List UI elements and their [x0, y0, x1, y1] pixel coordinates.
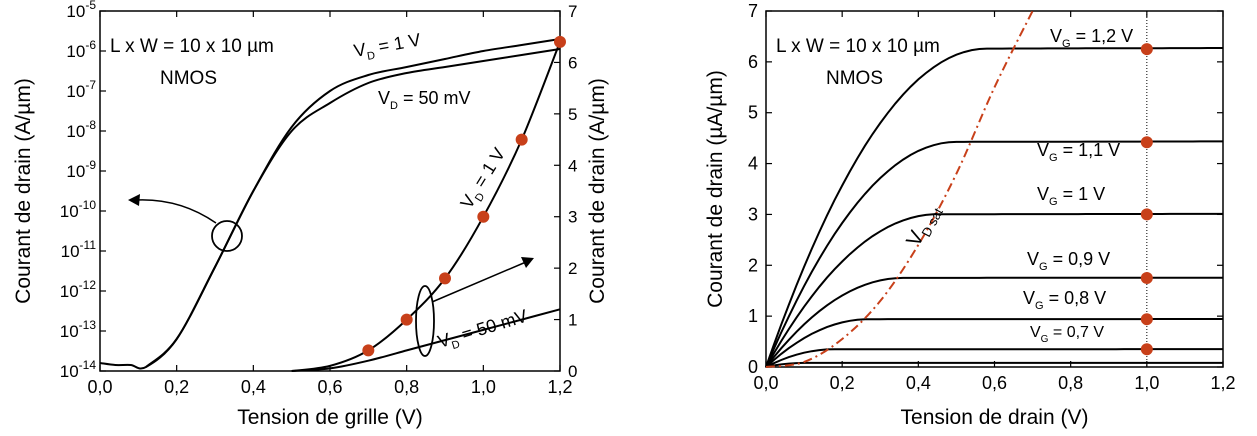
- device-type-label: NMOS: [826, 68, 883, 89]
- y-tick-label: 2: [748, 255, 758, 275]
- data-marker: [1140, 43, 1153, 56]
- x-tick-label: 0,8: [394, 377, 419, 397]
- chart-output-characteristics: 0,0 0,2 0,4 0,6 0,8 1,0 1,2 Tension de drain (V…: [704, 1, 1236, 429]
- y-tick-label: 4: [748, 154, 758, 174]
- data-marker: [1140, 272, 1153, 284]
- series-line-2: [765, 140, 1223, 368]
- y-right-axis-label: Courant de drain (A/µm): [586, 78, 609, 304]
- device-dimensions-label: L x W = 10 x 10 µm: [776, 36, 940, 57]
- log-scale-circle: [211, 220, 243, 252]
- x-tick-label: 1,2: [547, 377, 572, 397]
- x-axis-label: Tension de grille (V): [237, 406, 423, 429]
- x-tick-label: 1,0: [1134, 373, 1159, 393]
- device-type-label: NMOS: [160, 68, 217, 89]
- y-right-tick-label: 1: [568, 311, 577, 330]
- y-left-tick-label: 10-6: [66, 38, 96, 61]
- data-marker: [554, 35, 566, 48]
- linear-scale-arrow: [431, 261, 527, 303]
- y-right-tick-label: 2: [568, 259, 577, 278]
- y-tick-label: 1: [748, 306, 758, 326]
- device-dimensions-label: L x W = 10 x 10 µm: [110, 36, 274, 57]
- y-right-tick-label: 0: [568, 362, 577, 381]
- plot-frame: [765, 10, 1224, 368]
- x-tick-label: 0,8: [1058, 373, 1083, 393]
- series-line-4: [765, 276, 1223, 368]
- x-tick-label: 0,2: [164, 377, 189, 397]
- x-axis-label: Tension de drain (V): [901, 406, 1089, 429]
- x-tick-label: 0,2: [830, 373, 855, 393]
- data-marker: [1140, 343, 1153, 356]
- y-right-tick-label: 3: [568, 208, 577, 227]
- data-marker: [1140, 136, 1153, 149]
- vdsat-curve: [765, 10, 1034, 368]
- data-marker: [1140, 313, 1153, 326]
- x-tick-label: 0,4: [906, 373, 931, 393]
- data-marker: [362, 344, 375, 357]
- y-axis-label: Courant de drain (µA/µm): [704, 70, 727, 308]
- data-marker: [515, 133, 528, 146]
- y-tick-label: 7: [748, 1, 758, 21]
- x-tick-label: 0,0: [753, 373, 778, 393]
- y-left-tick-label: 10-5: [66, 0, 96, 21]
- data-marker: [439, 272, 451, 285]
- curve-label-vd50-log: VD = 50 mV: [378, 88, 471, 112]
- y-left-tick-label: 10-14: [60, 358, 97, 381]
- y-left-tick-label: 10-9: [66, 158, 96, 181]
- x-tick-label: 1,2: [1210, 373, 1235, 393]
- data-marker: [400, 313, 413, 326]
- curve-label-vg-5: VG = 0,8 V: [1023, 288, 1106, 312]
- linear-scale-ellipse: [415, 285, 435, 357]
- x-tick-label: 0,6: [317, 377, 342, 397]
- chart-transfer-characteristics: 0,0 0,2 0,4 0,6 0,8 1,0 1,2 Tension de grille (…: [12, 0, 609, 429]
- curve-label-vd50-lin: VD = 50 mV: [435, 306, 530, 356]
- curve-label-vg-3: VG = 1 V: [1037, 184, 1105, 208]
- series-line-7: [765, 361, 1223, 368]
- y-right-tick-label: 7: [568, 2, 577, 21]
- y-right-tick-label: 6: [568, 53, 577, 72]
- y-left-tick-label: 10-10: [60, 198, 97, 221]
- curve-label-vg-4: VG = 0,9 V: [1027, 249, 1110, 273]
- y-tick-label: 5: [748, 103, 758, 123]
- y-tick-label: 0: [748, 357, 758, 377]
- y-tick-label: 3: [748, 204, 758, 224]
- y-right-tick-label: 5: [568, 105, 577, 124]
- curve-label-vg-6: VG = 0,7 V: [1030, 324, 1104, 345]
- data-marker: [477, 210, 490, 223]
- series-line-2: [145, 48, 561, 368]
- log-scale-arrowhead: [128, 194, 140, 206]
- y-left-tick-label: 10-7: [66, 78, 96, 101]
- x-tick-label: 0,0: [87, 377, 112, 397]
- x-tick-label: 1,0: [471, 377, 496, 397]
- curve-label-vg-2: VG = 1,1 V: [1037, 140, 1120, 164]
- data-marker: [1140, 208, 1153, 221]
- y-left-tick-label: 10-11: [61, 238, 97, 261]
- y-left-axis-label: Courant de drain (A/µm): [12, 78, 35, 304]
- curve-label-vd1-log: VD = 1 V: [352, 30, 423, 65]
- series-line-3: [765, 212, 1223, 368]
- curve-label-vg-1: VG = 1,2 V: [1050, 26, 1133, 50]
- y-left-tick-label: 10-13: [60, 318, 97, 341]
- log-scale-arrow: [135, 199, 217, 224]
- x-tick-label: 0,4: [241, 377, 266, 397]
- series-line-4: [291, 308, 561, 372]
- series-line-5: [765, 318, 1223, 368]
- y-left-tick-label: 10-12: [60, 278, 97, 301]
- linear-scale-arrowhead: [521, 257, 534, 268]
- y-tick-label: 6: [748, 52, 758, 72]
- x-tick-label: 0,6: [982, 373, 1007, 393]
- y-left-tick-label: 10-8: [66, 118, 96, 141]
- series-line-1: [99, 38, 561, 370]
- y-right-tick-label: 4: [568, 156, 577, 175]
